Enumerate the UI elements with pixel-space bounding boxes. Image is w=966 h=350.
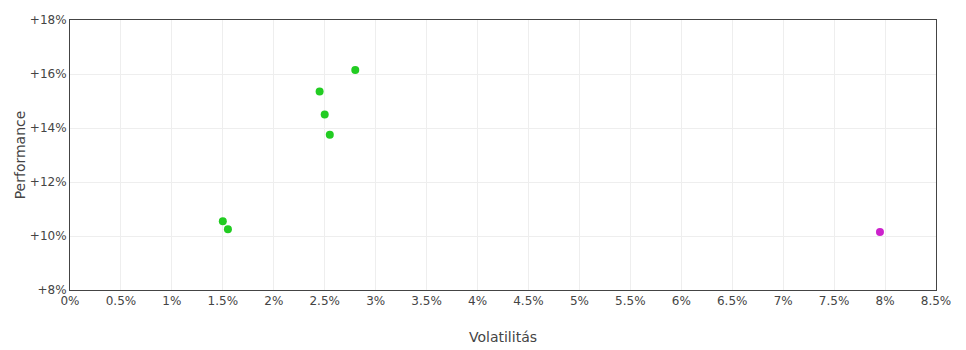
svg-text:Volatilitás: Volatilitás xyxy=(469,329,537,345)
svg-text:5%: 5% xyxy=(570,294,589,308)
svg-text:1.5%: 1.5% xyxy=(208,294,239,308)
svg-text:+16%: +16% xyxy=(30,67,67,81)
svg-text:4%: 4% xyxy=(468,294,487,308)
svg-text:+12%: +12% xyxy=(30,175,67,189)
svg-text:+8%: +8% xyxy=(38,283,67,297)
svg-text:4.5%: 4.5% xyxy=(513,294,544,308)
svg-text:8%: 8% xyxy=(876,294,895,308)
svg-text:5.5%: 5.5% xyxy=(615,294,646,308)
svg-text:2.5%: 2.5% xyxy=(309,294,340,308)
svg-text:6.5%: 6.5% xyxy=(717,294,748,308)
svg-text:+14%: +14% xyxy=(30,121,67,135)
svg-text:8.5%: 8.5% xyxy=(921,294,952,308)
svg-text:Performance: Performance xyxy=(12,111,28,200)
svg-text:+10%: +10% xyxy=(30,229,67,243)
svg-text:7.5%: 7.5% xyxy=(819,294,850,308)
svg-text:3%: 3% xyxy=(366,294,385,308)
svg-text:0%: 0% xyxy=(60,294,79,308)
svg-text:0.5%: 0.5% xyxy=(106,294,137,308)
svg-text:6%: 6% xyxy=(672,294,691,308)
svg-text:3.5%: 3.5% xyxy=(411,294,442,308)
svg-text:1%: 1% xyxy=(162,294,181,308)
svg-text:+18%: +18% xyxy=(30,13,67,27)
svg-text:2%: 2% xyxy=(264,294,283,308)
svg-text:7%: 7% xyxy=(774,294,793,308)
